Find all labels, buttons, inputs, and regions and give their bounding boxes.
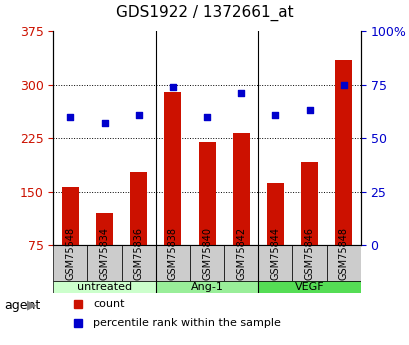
FancyBboxPatch shape <box>292 245 326 281</box>
Bar <box>198 142 215 299</box>
Point <box>339 82 346 87</box>
FancyBboxPatch shape <box>189 245 224 281</box>
Bar <box>232 133 249 299</box>
Text: percentile rank within the sample: percentile rank within the sample <box>93 318 281 328</box>
Bar <box>300 162 317 299</box>
Point <box>272 112 278 117</box>
Bar <box>334 60 351 299</box>
Point <box>67 114 74 120</box>
FancyBboxPatch shape <box>258 281 360 293</box>
Text: agent: agent <box>4 299 40 312</box>
Text: GSM75548: GSM75548 <box>65 227 75 280</box>
FancyBboxPatch shape <box>87 245 121 281</box>
Text: GSM75842: GSM75842 <box>236 227 246 280</box>
Point <box>169 84 176 90</box>
Text: VEGF: VEGF <box>294 282 324 292</box>
Bar <box>96 213 113 299</box>
Text: Ang-1: Ang-1 <box>190 282 223 292</box>
Text: GSM75848: GSM75848 <box>338 227 348 280</box>
FancyBboxPatch shape <box>326 245 360 281</box>
Text: GSM75836: GSM75836 <box>133 227 144 280</box>
Point <box>203 114 210 120</box>
Point <box>237 90 244 96</box>
Text: GDS1922 / 1372661_at: GDS1922 / 1372661_at <box>116 4 293 21</box>
Text: GSM75846: GSM75846 <box>304 227 314 280</box>
FancyBboxPatch shape <box>121 245 155 281</box>
Point <box>135 112 142 117</box>
Bar <box>266 183 283 299</box>
FancyBboxPatch shape <box>258 245 292 281</box>
FancyBboxPatch shape <box>53 245 87 281</box>
Text: count: count <box>93 299 124 309</box>
Text: GSM75844: GSM75844 <box>270 227 280 280</box>
FancyBboxPatch shape <box>224 245 258 281</box>
Bar <box>62 187 79 299</box>
FancyBboxPatch shape <box>155 281 258 293</box>
Text: GSM75840: GSM75840 <box>202 227 211 280</box>
Text: GSM75834: GSM75834 <box>99 227 109 280</box>
FancyBboxPatch shape <box>53 281 155 293</box>
Text: ▶: ▶ <box>27 299 36 312</box>
FancyBboxPatch shape <box>155 245 189 281</box>
Text: GSM75838: GSM75838 <box>167 227 178 280</box>
Bar <box>130 172 147 299</box>
Point <box>306 108 312 113</box>
Text: untreated: untreated <box>77 282 132 292</box>
Point <box>101 120 108 126</box>
Bar <box>164 92 181 299</box>
